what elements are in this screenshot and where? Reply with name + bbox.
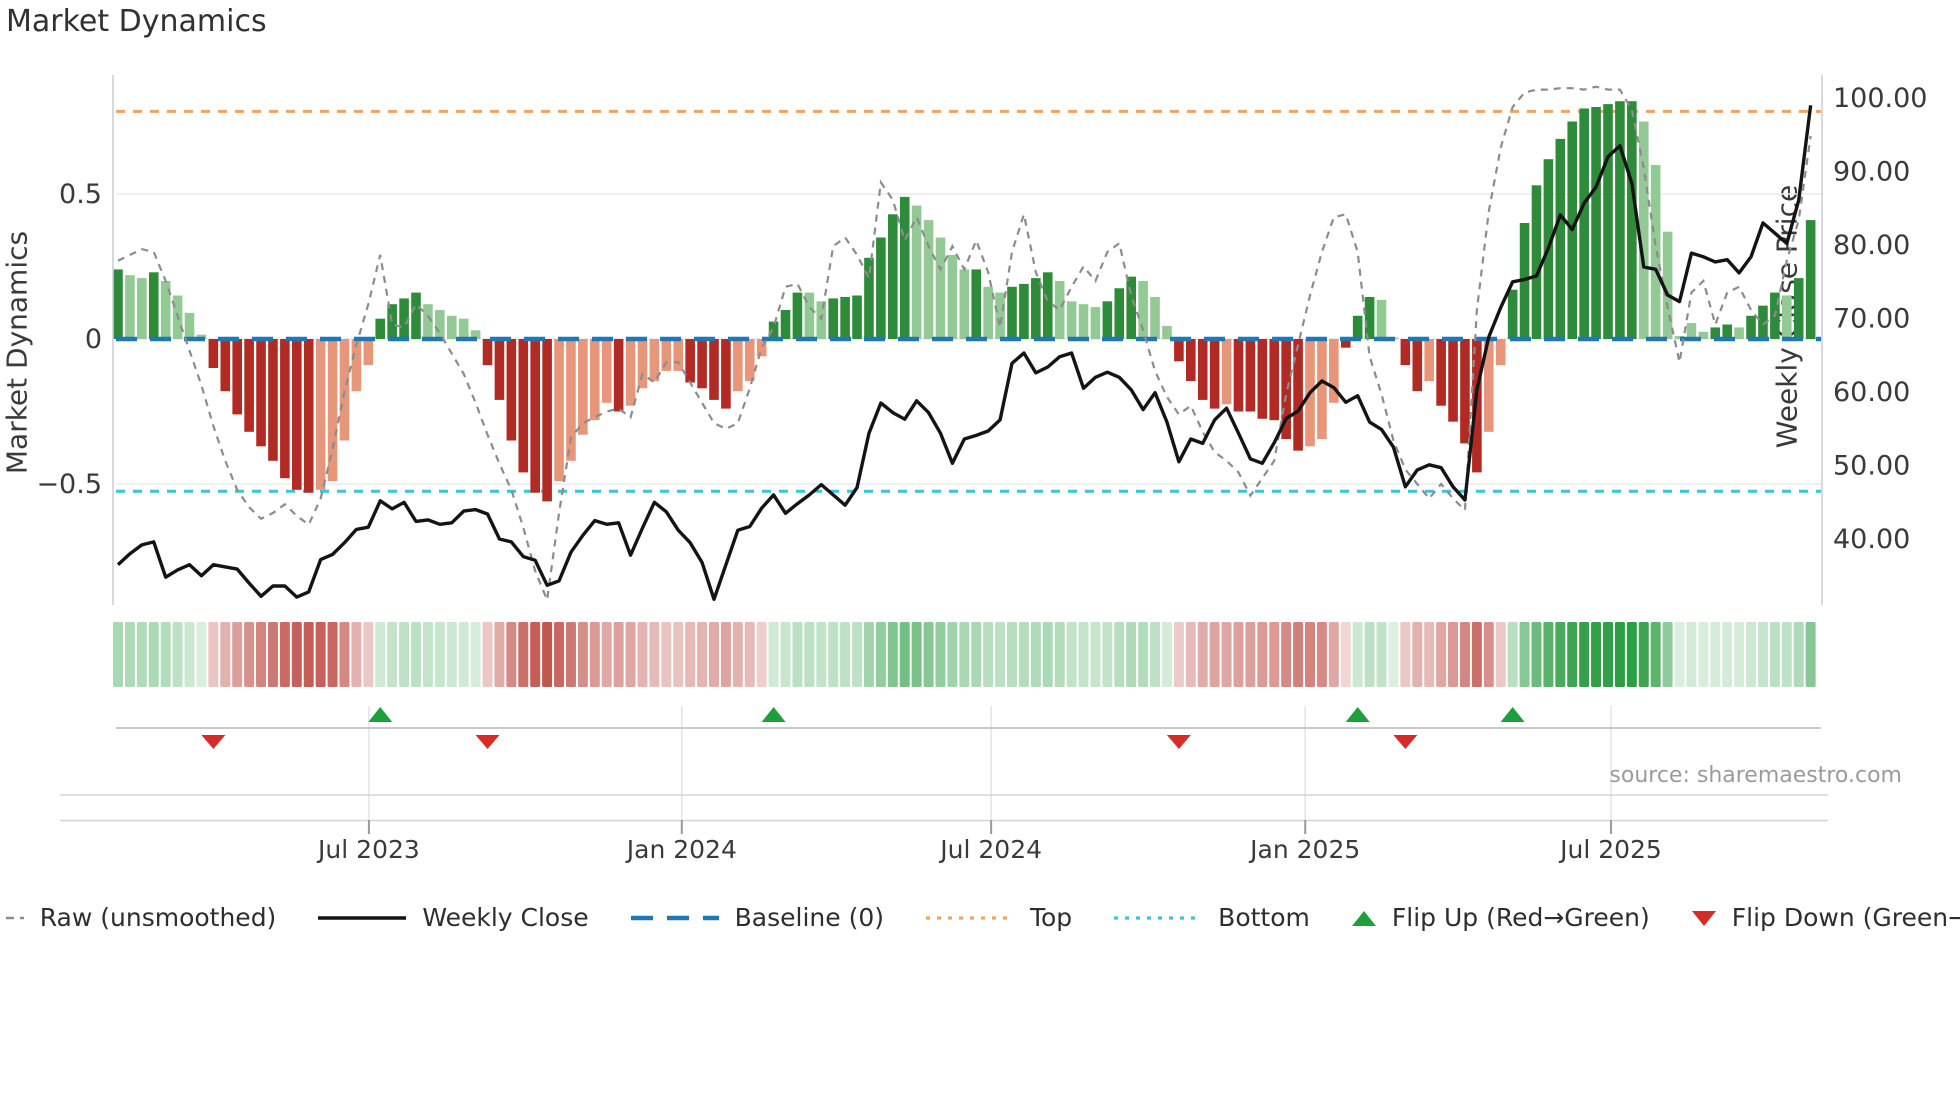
raw_gray-sample xyxy=(0,916,24,919)
right-tick-labels: 100.00 90.00 80.00 70.00 60.00 50.00 40.00 xyxy=(1833,83,1927,555)
left-tick-labels: 0.5 0 −0.5 xyxy=(36,179,102,500)
close_black-sample xyxy=(318,915,407,920)
bottom_cyan-sample xyxy=(1114,915,1203,920)
flip-down-marker xyxy=(1166,735,1191,749)
legend-item: Flip Down (Green→Red) xyxy=(1690,903,1960,932)
legend-item-label: Flip Up (Red→Green) xyxy=(1391,903,1650,932)
raw-line xyxy=(117,85,1812,605)
flip-down-marker xyxy=(201,735,226,749)
right-tick-label: 100.00 xyxy=(1833,83,1927,114)
x-axis: Jul 2023 Jan 2024 Jul 2024 Jan 2025 Jul 2025 xyxy=(60,794,1828,864)
legend-item: Top xyxy=(924,903,1072,932)
right-tick-label: 40.00 xyxy=(1833,524,1910,555)
legend-item-label: Baseline (0) xyxy=(734,903,884,932)
right-tick-label: 60.00 xyxy=(1833,377,1910,408)
spines xyxy=(112,75,1823,605)
flip-up-marker xyxy=(1500,707,1525,722)
flip-markers-panel xyxy=(116,706,1821,832)
legend-item: Flip Up (Red→Green) xyxy=(1350,903,1650,932)
page-title: Market Dynamics xyxy=(6,4,267,39)
close-line xyxy=(116,105,1813,601)
flip-up-marker xyxy=(368,707,393,722)
flip-up-icon xyxy=(1351,910,1376,926)
flip-up-marker xyxy=(761,707,786,722)
legend-item: Raw (unsmoothed) xyxy=(0,903,276,932)
left-tick-label: 0 xyxy=(85,324,102,355)
source-note: source: sharemaestro.com xyxy=(1609,763,1902,788)
legend-item-label: Top xyxy=(1029,903,1073,932)
legend-item: Weekly Close xyxy=(316,903,589,932)
flip-up-marker xyxy=(1345,707,1370,722)
flip-down-marker xyxy=(475,735,500,749)
flip-down-icon xyxy=(1691,910,1716,926)
reference-lines xyxy=(116,109,1821,493)
left-tick-label: 0.5 xyxy=(59,179,102,210)
right-tick-label: 90.00 xyxy=(1833,157,1910,188)
legend-item-label: Raw (unsmoothed) xyxy=(39,903,277,932)
x-tick-label: Jul 2023 xyxy=(316,835,420,864)
legend-item-label: Weekly Close xyxy=(422,903,589,932)
legend-item: Baseline (0) xyxy=(629,903,884,932)
flip-down-marker xyxy=(1393,735,1418,749)
right-tick-label: 70.00 xyxy=(1833,304,1910,335)
x-tick-label: Jan 2025 xyxy=(1248,835,1360,864)
legend: Raw (unsmoothed) Weekly Close Baseline (0)… xyxy=(0,903,1960,932)
left-tick-label: −0.5 xyxy=(36,469,102,500)
heat-strip xyxy=(113,622,1816,687)
x-tick-label: Jul 2024 xyxy=(938,835,1042,864)
legend-item: Bottom xyxy=(1112,903,1310,932)
legend-item-label: Flip Down (Green→Red) xyxy=(1731,903,1960,932)
chart-svg: 0.5 0 −0.5 100.00 90.00 80.00 70.00 60.00 50.00 4… xyxy=(36,75,1927,864)
right-tick-label: 80.00 xyxy=(1833,230,1910,261)
legend-item-label: Bottom xyxy=(1218,903,1310,932)
right-tick-label: 50.00 xyxy=(1833,451,1910,482)
x-tick-label: Jul 2025 xyxy=(1558,835,1662,864)
top_orange-sample xyxy=(925,915,1014,920)
baseline_blue-sample xyxy=(630,915,719,920)
x-tick-label: Jan 2024 xyxy=(625,835,737,864)
